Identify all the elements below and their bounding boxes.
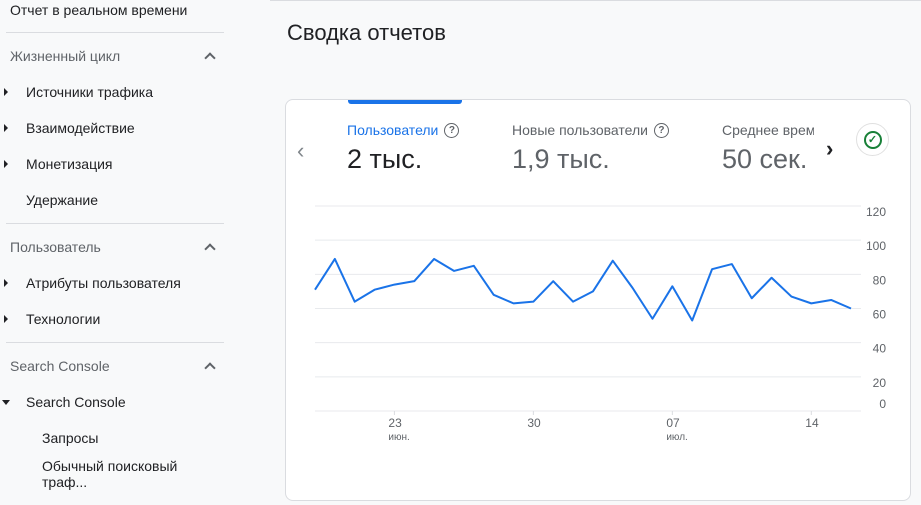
section-search-console[interactable]: Search Console	[0, 348, 224, 384]
sidebar-item-search-console[interactable]: Search Console	[0, 384, 224, 420]
series-line	[314, 257, 852, 322]
sidebar-item-realtime[interactable]: Отчет в реальном времени	[0, 0, 224, 28]
chevron-up-icon	[204, 52, 216, 64]
line-chart: 120 100 80 60 40 20 0 23 июн. 30 07 июл. 14	[314, 205, 887, 443]
y-tick-label: 100	[866, 239, 886, 253]
metric-avg-time[interactable]: Среднее врем 50 сек.	[722, 122, 814, 175]
y-tick-label: 60	[873, 308, 887, 322]
page-title: Сводка отчетов	[287, 20, 446, 45]
caret-right-icon	[4, 124, 8, 132]
section-user[interactable]: Пользователь	[0, 229, 224, 265]
divider	[270, 0, 921, 1]
summary-card: ‹ Пользователи? 2 тыс. Новые пользовател…	[285, 99, 911, 501]
metric-value: 50 сек.	[722, 144, 808, 174]
section-lifecycle[interactable]: Жизненный цикл	[0, 38, 224, 74]
caret-right-icon	[4, 279, 8, 287]
metric-value: 1,9 тыс.	[512, 144, 610, 174]
caret-right-icon	[4, 315, 8, 323]
active-tab-indicator	[348, 100, 462, 104]
divider	[6, 342, 224, 343]
section-label: Жизненный цикл	[10, 48, 121, 64]
caret-down-icon	[2, 399, 10, 405]
caret-right-icon	[4, 88, 8, 96]
x-tick-label: 14	[805, 416, 819, 430]
chevron-right-icon[interactable]: ›	[826, 136, 834, 161]
metric-new-users[interactable]: Новые пользователи? 1,9 тыс.	[512, 122, 669, 175]
x-tick-label: 30	[527, 416, 541, 430]
y-tick-label: 120	[866, 205, 886, 219]
sidebar-item-engagement[interactable]: Взаимодействие	[0, 110, 224, 146]
metric-label: Пользователи	[347, 122, 439, 138]
sidebar-item-traffic[interactable]: Источники трафика	[0, 74, 224, 110]
chevron-up-icon	[204, 243, 216, 255]
sidebar: Отчет в реальном времени Жизненный цикл …	[0, 0, 224, 505]
sidebar-item-monetization[interactable]: Монетизация	[0, 146, 224, 182]
caret-right-icon	[4, 160, 8, 168]
sidebar-item-label: Монетизация	[26, 156, 113, 172]
chevron-up-icon	[204, 362, 216, 374]
chevron-left-icon[interactable]: ‹	[297, 138, 305, 163]
sidebar-item-user-attributes[interactable]: Атрибуты пользователя	[0, 265, 224, 301]
sidebar-item-label: Взаимодействие	[26, 120, 135, 136]
status-button[interactable]: ✓	[856, 123, 889, 156]
x-tick-sublabel: июл.	[666, 432, 687, 443]
metric-label: Новые пользователи	[512, 122, 648, 138]
sidebar-item-organic[interactable]: Обычный поисковый траф...	[0, 456, 224, 492]
sidebar-item-label: Search Console	[26, 394, 126, 410]
sidebar-item-label: Атрибуты пользователя	[26, 275, 181, 291]
metric-value: 2 тыс.	[347, 144, 423, 174]
sidebar-item-label: Отчет в реальном времени	[10, 2, 188, 18]
x-tick-label: 23	[388, 416, 402, 430]
sidebar-item-tech[interactable]: Технологии	[0, 301, 224, 337]
section-label: Search Console	[10, 358, 110, 374]
sidebar-item-label: Обычный поисковый траф...	[42, 458, 178, 490]
help-icon[interactable]: ?	[444, 122, 460, 138]
sidebar-item-label: Удержание	[26, 192, 99, 208]
y-tick-label: 0	[879, 397, 886, 411]
y-tick-label: 20	[873, 376, 887, 390]
metric-users[interactable]: Пользователи? 2 тыс.	[347, 122, 460, 175]
y-tick-label: 80	[873, 273, 887, 287]
sidebar-item-queries[interactable]: Запросы	[0, 420, 224, 456]
metric-label: Среднее врем	[722, 122, 814, 138]
sidebar-item-label: Технологии	[26, 311, 101, 327]
help-icon[interactable]: ?	[653, 122, 669, 138]
divider	[6, 223, 224, 224]
sidebar-item-label: Источники трафика	[26, 84, 154, 100]
y-tick-label: 40	[873, 342, 887, 356]
x-tick-sublabel: июн.	[388, 432, 409, 443]
check-circle-icon: ✓	[863, 130, 882, 149]
section-label: Пользователь	[10, 239, 101, 255]
divider	[6, 32, 224, 33]
x-tick-label: 07	[666, 416, 680, 430]
sidebar-item-label: Запросы	[42, 430, 99, 446]
sidebar-item-retention[interactable]: Удержание	[0, 182, 224, 218]
